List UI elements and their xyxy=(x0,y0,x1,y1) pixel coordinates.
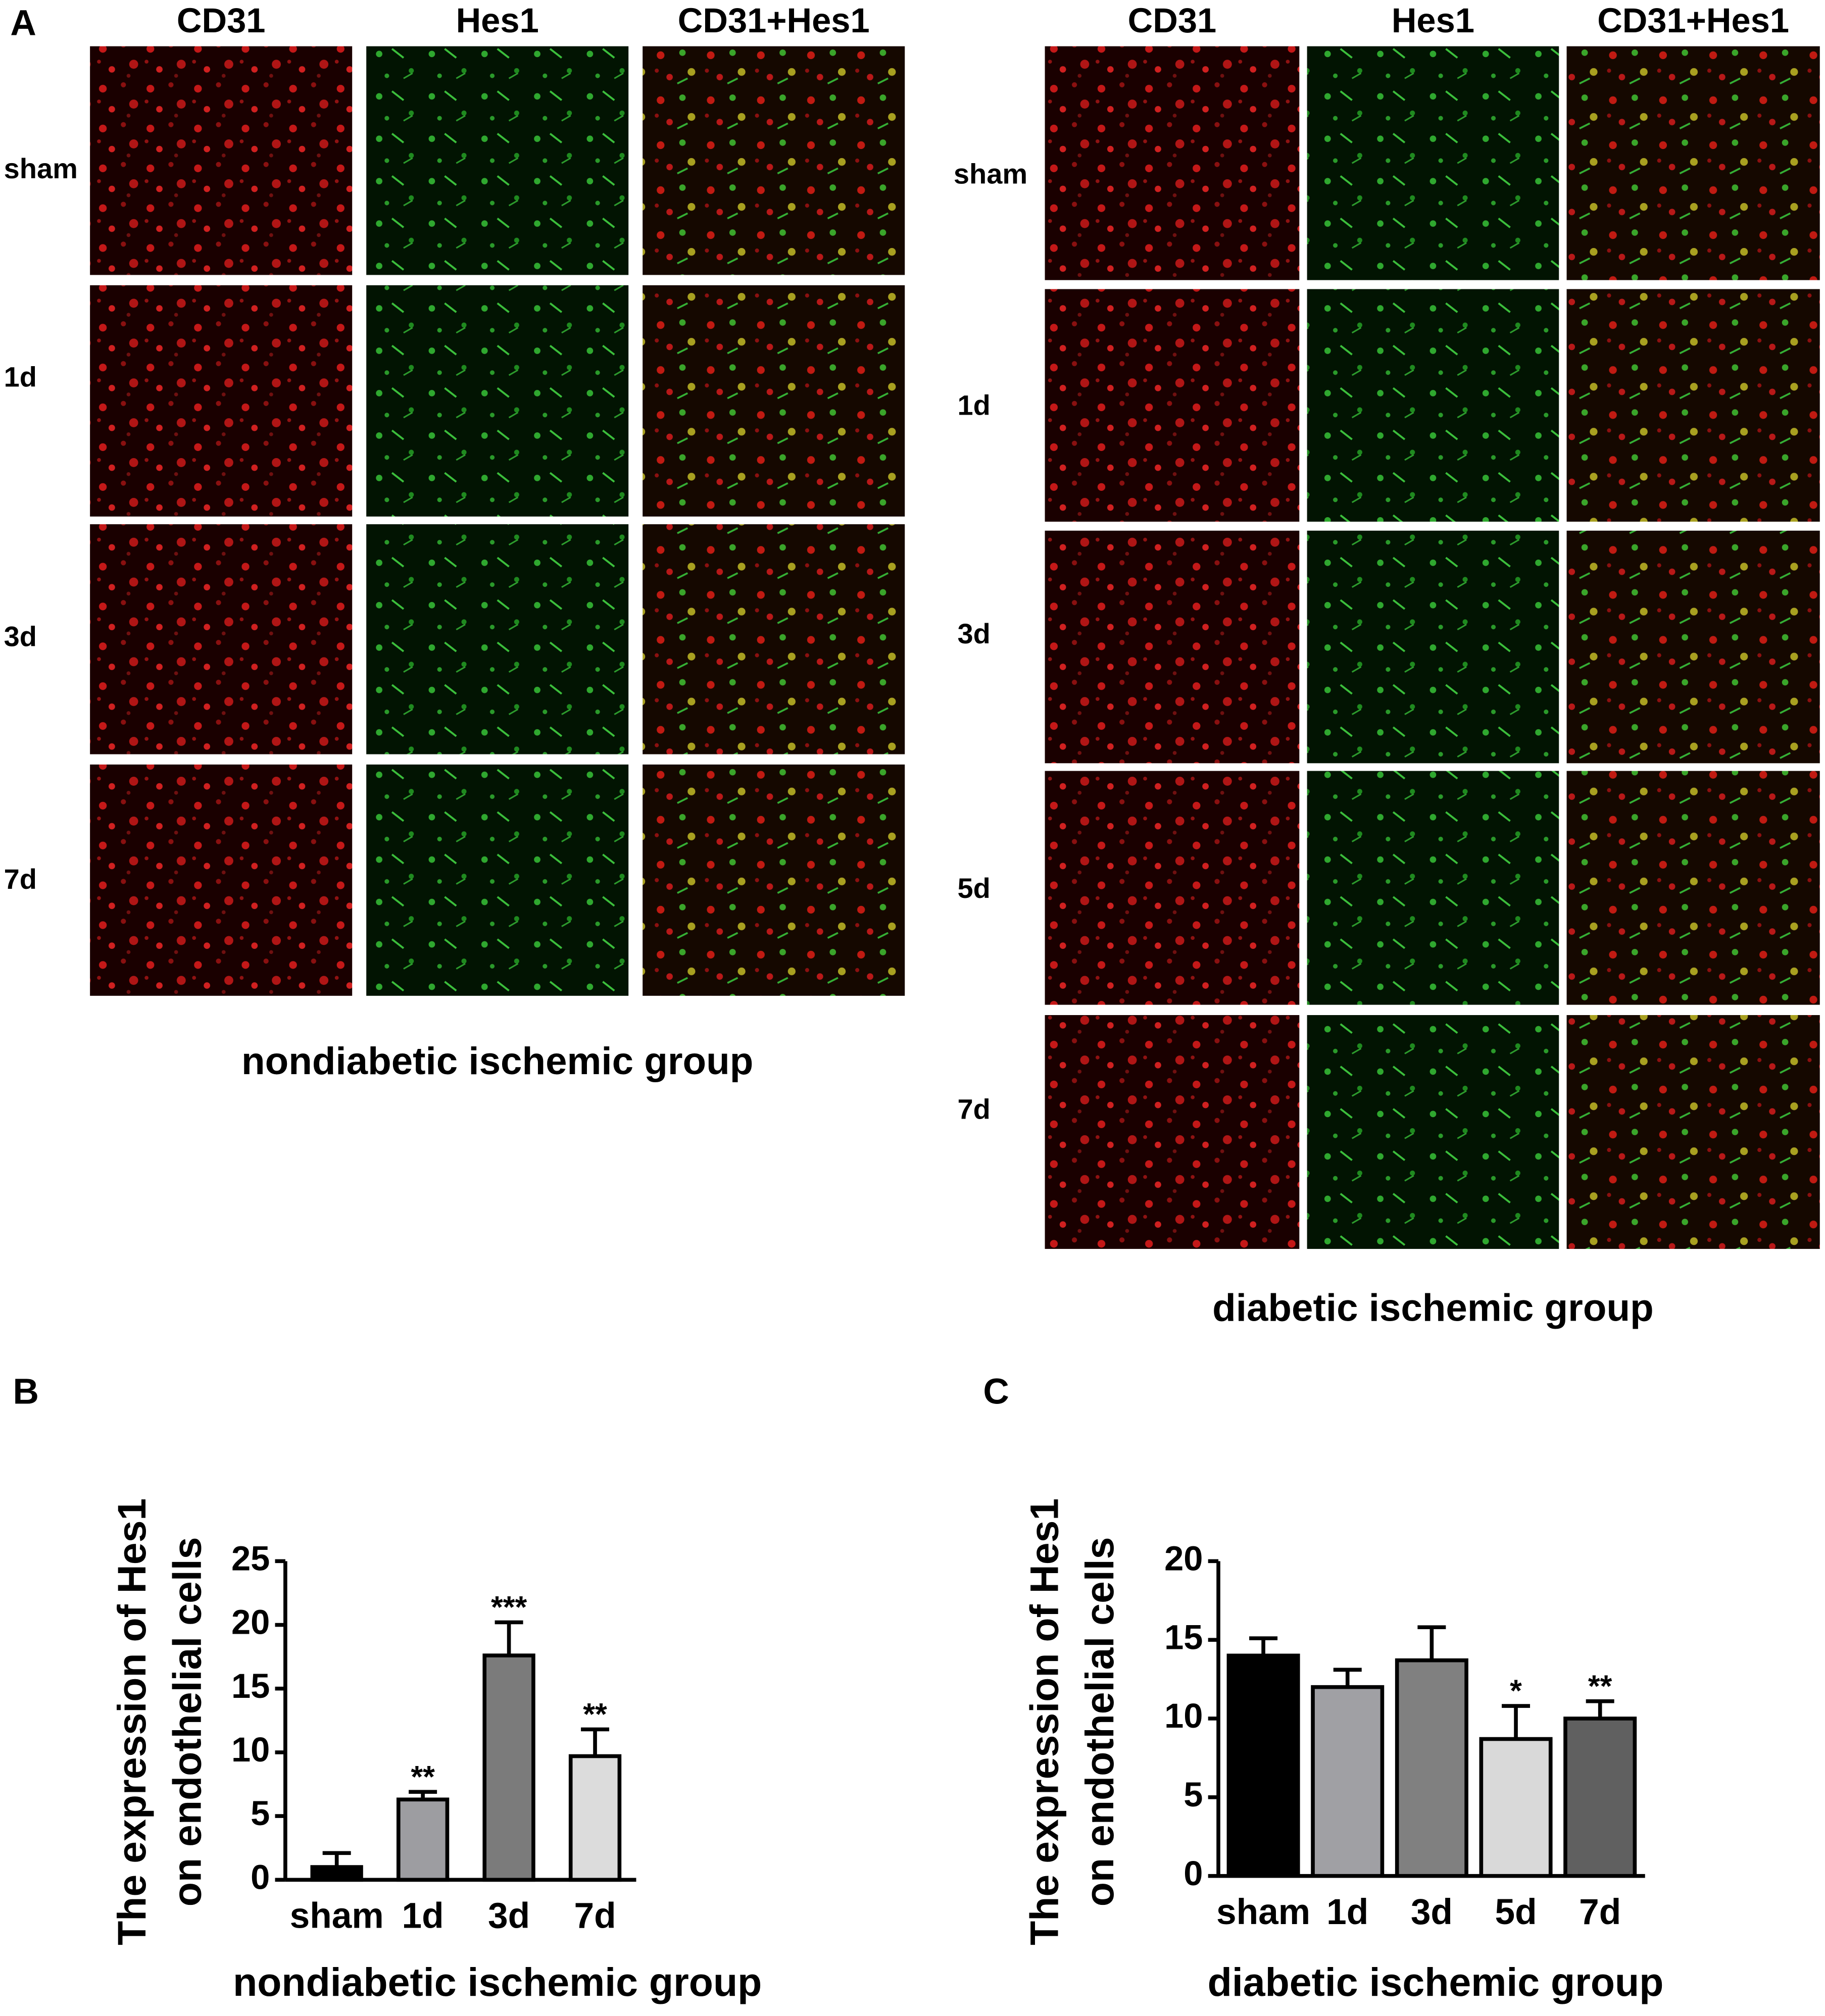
micrograph xyxy=(1566,530,1820,764)
micrograph xyxy=(90,46,353,275)
column-header: CD31+Hes1 xyxy=(678,1,870,40)
y-tick-label: 10 xyxy=(231,1730,270,1769)
column-header: Hes1 xyxy=(1392,1,1474,40)
x-tick-label: 3d xyxy=(1411,1892,1453,1932)
micrograph xyxy=(1045,289,1300,522)
micrograph xyxy=(1566,46,1820,280)
y-axis-title: on endothelial cells xyxy=(1077,1537,1122,1906)
x-tick-label: 1d xyxy=(1326,1892,1368,1932)
micrograph xyxy=(366,285,629,517)
bar xyxy=(1563,1717,1637,1878)
bar xyxy=(568,1754,622,1882)
significance: ** xyxy=(411,1759,435,1794)
row-label: 1d xyxy=(958,389,991,421)
x-tick-label: 3d xyxy=(488,1896,530,1936)
significance: *** xyxy=(491,1590,527,1624)
micrograph xyxy=(1045,1015,1300,1249)
x-tick-label: sham xyxy=(1216,1892,1310,1932)
row-label: sham xyxy=(954,158,1027,189)
x-tick-label: 7d xyxy=(1579,1892,1621,1932)
micrograph xyxy=(1566,289,1820,522)
row-label: sham xyxy=(4,153,78,184)
micrograph xyxy=(1566,771,1820,1005)
micrograph xyxy=(1045,46,1300,280)
significance: ** xyxy=(583,1697,607,1731)
micrograph xyxy=(643,46,905,275)
micrograph xyxy=(366,46,629,275)
bar xyxy=(1226,1653,1300,1878)
bar xyxy=(396,1797,450,1882)
panel-label: B xyxy=(13,1372,38,1412)
bar xyxy=(1479,1737,1553,1878)
micrograph xyxy=(1307,46,1559,280)
y-tick-label: 5 xyxy=(1183,1775,1203,1814)
bar xyxy=(482,1653,535,1882)
micrograph xyxy=(1307,771,1559,1005)
y-tick-label: 10 xyxy=(1164,1696,1203,1735)
row-label: 3d xyxy=(958,618,991,649)
y-axis-title: The expression of Hes1 xyxy=(110,1498,154,1945)
micrograph xyxy=(1307,1015,1559,1249)
bar xyxy=(310,1865,363,1882)
group-caption: diabetic ischemic group xyxy=(1212,1286,1654,1329)
micrograph xyxy=(1307,289,1559,522)
significance: * xyxy=(1510,1674,1522,1708)
y-tick-label: 5 xyxy=(251,1794,270,1833)
micrograph xyxy=(643,524,905,754)
row-label: 3d xyxy=(4,620,37,652)
micrograph xyxy=(1045,530,1300,764)
column-header: CD31 xyxy=(1128,1,1217,40)
micrograph xyxy=(1566,1015,1820,1249)
y-axis-title: The expression of Hes1 xyxy=(1022,1498,1066,1945)
row-label: 1d xyxy=(4,361,37,392)
y-axis-title: on endothelial cells xyxy=(165,1537,209,1906)
column-header: Hes1 xyxy=(456,1,539,40)
y-tick-label: 15 xyxy=(1164,1618,1203,1656)
micrograph xyxy=(1307,530,1559,764)
micrograph xyxy=(643,764,905,996)
micrograph xyxy=(643,285,905,517)
x-tick-label: sham xyxy=(290,1896,384,1936)
panel-label: A xyxy=(10,4,36,43)
x-axis-title: diabetic ischemic group xyxy=(1208,1960,1664,2004)
y-tick-label: 0 xyxy=(1183,1854,1203,1893)
row-label: 7d xyxy=(4,863,37,895)
y-tick-label: 15 xyxy=(231,1667,270,1705)
y-tick-label: 25 xyxy=(231,1539,270,1578)
y-tick-label: 20 xyxy=(1164,1539,1203,1578)
micrograph xyxy=(366,764,629,996)
significance: ** xyxy=(1588,1669,1612,1703)
row-label: 7d xyxy=(958,1093,991,1125)
bar xyxy=(1395,1658,1468,1878)
x-tick-label: 5d xyxy=(1495,1892,1537,1932)
micrograph xyxy=(366,524,629,754)
bar xyxy=(1311,1685,1385,1878)
x-tick-label: 1d xyxy=(402,1896,444,1936)
micrograph xyxy=(90,285,353,517)
x-axis-title: nondiabetic ischemic group xyxy=(233,1960,762,2004)
y-tick-label: 0 xyxy=(251,1857,270,1896)
micrograph xyxy=(1045,771,1300,1005)
micrograph xyxy=(90,524,353,754)
group-caption: nondiabetic ischemic group xyxy=(241,1040,753,1083)
column-header: CD31 xyxy=(177,1,266,40)
panel-label: C xyxy=(983,1372,1009,1412)
x-tick-label: 7d xyxy=(574,1896,616,1936)
micrograph xyxy=(90,764,353,996)
row-label: 5d xyxy=(958,872,991,904)
column-header: CD31+Hes1 xyxy=(1597,1,1789,40)
y-tick-label: 20 xyxy=(231,1603,270,1642)
